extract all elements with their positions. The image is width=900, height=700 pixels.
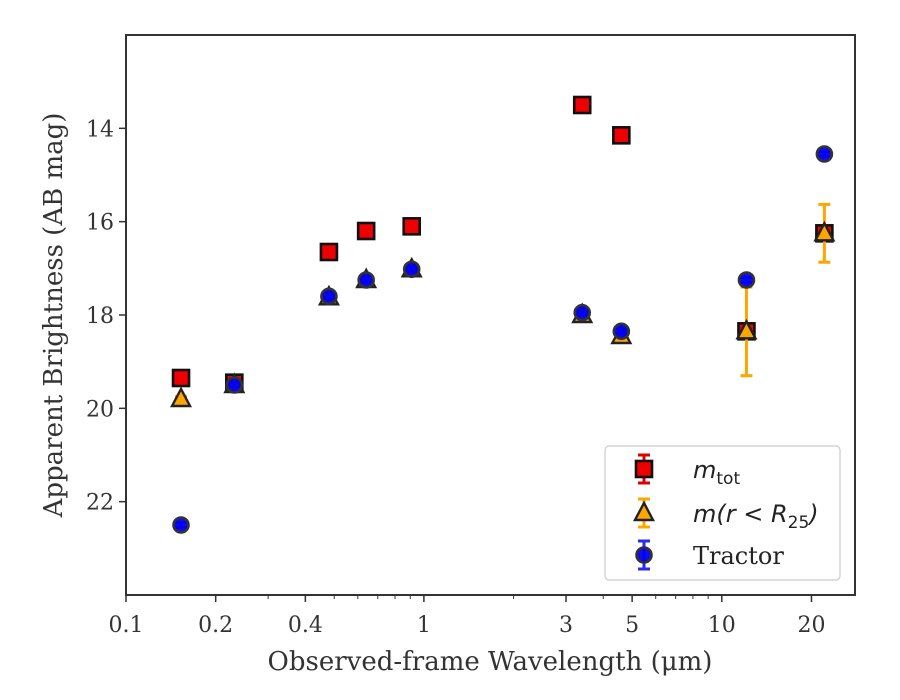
x-tick-label: 20 bbox=[797, 613, 825, 638]
y-tick-label: 22 bbox=[86, 491, 114, 516]
data-point bbox=[357, 271, 375, 289]
legend-marker-square bbox=[634, 459, 654, 479]
data-point bbox=[735, 318, 758, 340]
data-point bbox=[573, 303, 592, 322]
x-tick-label: 10 bbox=[708, 613, 736, 638]
series-square bbox=[171, 95, 834, 392]
series-triangle bbox=[170, 202, 836, 408]
data-point bbox=[813, 220, 836, 242]
x-tick-label: 0.4 bbox=[288, 613, 323, 638]
legend-entry-label: Tractor bbox=[693, 542, 784, 570]
legend-marker-circle bbox=[635, 546, 653, 564]
x-axis-label: Observed-frame Wavelength (μm) bbox=[268, 647, 713, 677]
x-tick-label: 0.2 bbox=[198, 613, 233, 638]
legend-box bbox=[604, 445, 841, 581]
x-tick-label: 1 bbox=[417, 613, 431, 638]
x-tick-label: 0.1 bbox=[109, 613, 144, 638]
y-tick-label: 18 bbox=[86, 304, 114, 329]
y-tick-label: 14 bbox=[86, 117, 114, 142]
data-point bbox=[815, 145, 834, 163]
legend-entry-label: mtot bbox=[693, 456, 740, 489]
data-point bbox=[737, 271, 756, 289]
data-point bbox=[356, 221, 376, 241]
data-point bbox=[320, 287, 338, 306]
x-tick-label: 5 bbox=[625, 613, 639, 638]
data-point bbox=[172, 516, 190, 534]
x-axis: 0.1 0.2 0.4 1 3 5 10 20 bbox=[109, 595, 825, 638]
legend: mtot m(r < R25) Tractor bbox=[604, 445, 841, 581]
y-axis-label: Apparent Brightness (AB mag) bbox=[39, 113, 69, 519]
series-circle bbox=[172, 145, 834, 534]
legend-entry-label: m(r < R25) bbox=[693, 500, 819, 533]
y-tick-label: 16 bbox=[86, 211, 114, 236]
data-point bbox=[572, 95, 592, 115]
data-point bbox=[612, 322, 631, 341]
data-point bbox=[319, 242, 339, 262]
data-point bbox=[402, 217, 421, 236]
y-tick-label: 20 bbox=[86, 397, 114, 422]
data-point bbox=[402, 260, 421, 279]
data-point bbox=[612, 126, 631, 145]
data-point bbox=[171, 368, 191, 388]
plot-content bbox=[170, 95, 836, 534]
x-tick-label: 3 bbox=[559, 613, 573, 638]
data-point bbox=[225, 376, 244, 394]
legend-marker-triangle bbox=[633, 500, 655, 522]
y-axis: 14 16 18 20 22 bbox=[86, 117, 126, 516]
data-point bbox=[170, 386, 193, 408]
